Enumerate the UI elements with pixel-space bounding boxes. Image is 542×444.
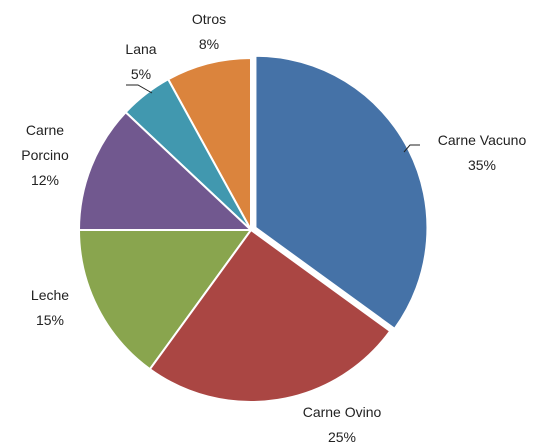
category-label: Carne Vacuno [437,132,527,148]
slice-label: Lana 5% [111,37,171,87]
leader-line [403,144,420,153]
value-label: 35% [467,157,497,173]
category-label: Lana [125,41,157,57]
value-label: 8% [198,36,220,52]
slice-label: Carne Porcino 12% [5,118,85,193]
category-label: Otros [191,11,227,27]
slice-label: Leche 15% [10,283,90,333]
category-label: Carne Ovino [302,404,382,420]
category-label: Carne Porcino [21,122,69,163]
slice-label: Carne Vacuno 35% [412,128,542,178]
value-label: 12% [30,172,60,188]
leader-line [126,84,153,94]
value-label: 15% [35,312,65,328]
category-label: Leche [30,287,70,303]
pie-slice [148,228,392,403]
pie-slice [254,54,429,331]
slice-label: Otros 8% [179,7,239,57]
slice-label: Carne Ovino 25% [282,400,402,444]
value-label: 25% [327,429,357,444]
pie-slice [77,229,253,371]
pie-slice [77,110,254,231]
value-label: 5% [130,66,152,82]
